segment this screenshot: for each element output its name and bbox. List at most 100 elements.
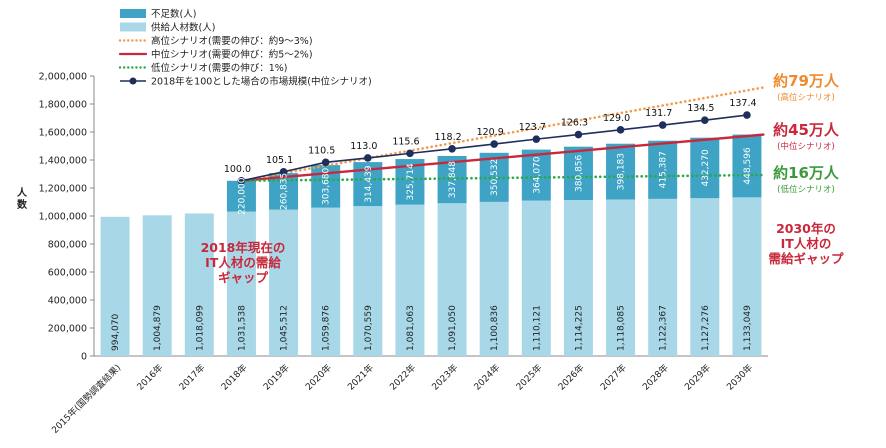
x-tick-label: 2022年 (387, 362, 418, 393)
market-size-point (406, 149, 414, 158)
market-size-point (658, 121, 667, 129)
supply-value-label: 994,070 (111, 314, 121, 351)
shortage-bar (648, 140, 678, 199)
shortage-value-label: 325,714 (406, 163, 416, 200)
market-index-label: 115.6 (392, 136, 419, 147)
gap-2030-label: IT人材の (781, 236, 832, 251)
supply-value-label: 1,004,879 (153, 305, 163, 351)
scenario-line-1 (240, 133, 765, 182)
gap-mid-value: 約45万人 (773, 121, 840, 139)
market-size-point (279, 168, 288, 176)
shortage-value-label: 364,070 (532, 156, 542, 193)
gap-2018-label: IT人材の需給 (205, 255, 281, 270)
x-tick-label: 2026年 (556, 362, 587, 393)
supply-bar (269, 209, 299, 356)
gap-2030-label: 2030年の (776, 221, 836, 236)
x-tick-label: 2021年 (345, 362, 376, 393)
supply-value-label: 1,100,836 (490, 305, 500, 351)
shortage-bar (690, 137, 720, 199)
market-size-point (364, 154, 372, 162)
y-tick-label: 400,000 (48, 296, 87, 307)
y-tick-label: 1,800,000 (39, 100, 87, 111)
annotations: 約79万人 (高位シナリオ) 約45万人 (中位シナリオ) 約16万人 (低位シナリオ) 2… (201, 72, 844, 285)
supply-bar (690, 198, 720, 356)
y-tick-label: 1,200,000 (39, 184, 87, 195)
supply-value-label: 1,018,099 (195, 305, 205, 351)
gap-2018-label: 2018年現在の (201, 240, 286, 255)
shortage-value-label: 314,439 (364, 165, 374, 202)
legend: 不足数(人) 供給人材数(人)高位シナリオ(需要の伸び：約9～3%) 中位シナリオ(… (118, 8, 372, 88)
y-tick-label: 200,000 (48, 324, 87, 335)
gap-high-caption: (高位シナリオ) (777, 92, 835, 103)
market-index-label: 118.2 (434, 132, 461, 143)
legend-label-scenario: 中位シナリオ(需要の伸び：約5～2%) (151, 49, 313, 61)
market-size-point (616, 126, 625, 134)
market-index-label: 134.5 (687, 103, 714, 114)
market-index-label: 123.7 (519, 122, 546, 133)
supply-bar (563, 200, 593, 356)
market-size-point (574, 130, 583, 139)
market-size-point (701, 116, 709, 124)
y-tick-label: 1,600,000 (39, 128, 87, 139)
supply-value-label: 1,127,276 (701, 305, 711, 351)
supply-value-label: 1,059,876 (322, 305, 332, 351)
market-size-point (532, 135, 541, 143)
supply-bar (226, 211, 256, 356)
gap-low-value: 約16万人 (773, 164, 840, 182)
shortage-value-label: 303,680 (322, 167, 332, 204)
supply-bar (732, 197, 762, 356)
legend-label-scenario: 高位シナリオ(需要の伸び：約9～3%) (151, 35, 313, 47)
shortage-value-label: 337,848 (448, 161, 458, 198)
x-tick-label: 2027年 (598, 362, 629, 393)
supply-bar (521, 200, 551, 356)
market-index-label: 105.1 (266, 155, 293, 166)
market-size-point (490, 140, 498, 148)
bars (100, 134, 762, 356)
x-tick-label: 2029年 (682, 362, 713, 393)
y-axis-title: 人 (17, 186, 28, 199)
supply-bar (606, 199, 636, 356)
x-tick-label: 2020年 (303, 362, 334, 393)
shortage-value-label: 380,856 (574, 154, 584, 191)
shortage-value-label: 220,000 (237, 177, 247, 214)
x-tick-label: 2019年 (261, 362, 292, 393)
shortage-value-label: 448,596 (743, 147, 753, 184)
supply-bar (311, 207, 341, 356)
supply-bar (395, 204, 425, 356)
supply-value-label: 1,070,559 (364, 305, 374, 351)
supply-value-label: 1,133,049 (743, 305, 753, 351)
gap-2030-label: 需給ギャップ (768, 251, 844, 266)
supply-value-label: 1,118,085 (617, 305, 627, 351)
supply-value-label: 1,031,538 (237, 305, 247, 351)
supply-bar (648, 198, 678, 356)
y-tick-label: 1,000,000 (39, 212, 87, 223)
scenario-line-0 (240, 86, 765, 183)
shortage-bar (521, 149, 551, 201)
market-index-label: 126.3 (561, 118, 588, 129)
legend-swatch-supply (120, 22, 146, 32)
market-index-label: 113.0 (350, 141, 377, 152)
market-index-label: 120.9 (477, 127, 504, 138)
x-tick-label: 2024年 (471, 362, 502, 393)
y-tick-label: 2,000,000 (39, 72, 87, 83)
x-tick-label: 2023年 (429, 362, 460, 393)
x-tick-label: 2030年 (724, 362, 755, 393)
x-tick-label: 2016年 (134, 362, 165, 393)
market-size-point (237, 176, 246, 185)
scenario-lines (240, 86, 765, 183)
shortage-value-label: 398,183 (617, 153, 627, 190)
supply-value-label: 1,091,050 (448, 305, 458, 351)
y-tick-label: 600,000 (48, 268, 87, 279)
x-tick-label: 2025年 (513, 362, 544, 393)
market-size-point (448, 145, 456, 153)
shortage-bar (732, 134, 762, 198)
shortage-bar (606, 143, 636, 200)
supply-bar (353, 206, 383, 356)
data-labels: 994,070 1,004,879 1,018,099 1,031,538 220,00… (111, 147, 753, 351)
market-index-label: 137.4 (729, 98, 756, 109)
market-index-label: 110.5 (308, 145, 335, 156)
gap-mid-caption: (中位シナリオ) (777, 141, 835, 152)
supply-bar (479, 201, 509, 356)
market-index-label: 129.0 (603, 113, 630, 124)
